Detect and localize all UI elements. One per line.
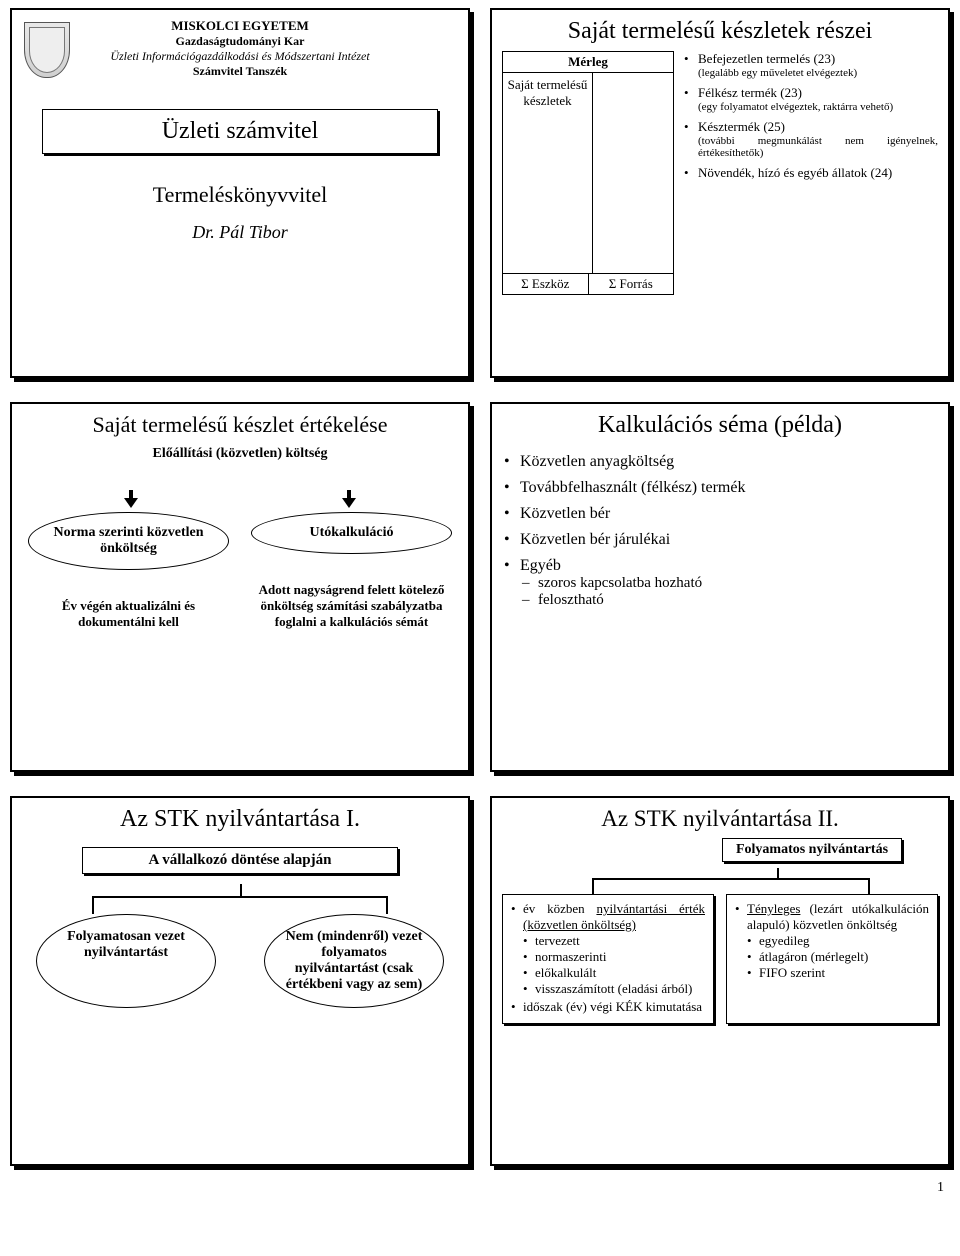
arrow-down-icon (342, 490, 356, 508)
university-crest-icon (24, 22, 70, 78)
list-subitem: visszaszámított (eladási árból) (523, 981, 705, 997)
list-subitem: felosztható (520, 592, 938, 609)
list-item: Befejezetlen termelés (23) (legalább egy… (684, 51, 938, 79)
slide4-list: Közvetlen anyagköltség Továbbfelhasznált… (502, 453, 938, 609)
slide2-list: Befejezetlen termelés (23) (legalább egy… (684, 51, 938, 187)
slide6-title: Az STK nyilvántartása II. (502, 806, 938, 832)
oval-utokalk: Utókalkuláció (251, 512, 452, 554)
department-name: Számvitel Tanszék (22, 64, 458, 79)
slide1-title-box: Üzleti számvitel (42, 109, 438, 154)
slide5-title: Az STK nyilvántartása I. (22, 806, 458, 833)
balance-left-col: Saját termelésű készletek (503, 73, 593, 273)
list-item: Továbbfelhasznált (félkész) termék (502, 479, 938, 497)
institute-name: Üzleti Információgazdálkodási és Módszer… (22, 49, 458, 64)
balance-foot-right: Σ Forrás (589, 274, 674, 294)
slide2-title: Saját termelésű készletek részei (502, 18, 938, 45)
arrow-down-icon (124, 490, 138, 508)
slide6-right-box: Tényleges (lezárt utókal­kuláción alapul… (726, 894, 938, 1024)
list-item: Késztermék (25) (további megmunkálást ne… (684, 119, 938, 159)
slide1-header: MISKOLCI EGYETEM Gazdaságtudományi Kar Ü… (22, 18, 458, 79)
page-number: 1 (10, 1180, 950, 1196)
slide1-title: Üzleti számvitel (53, 118, 427, 145)
balance-head: Mérleg (503, 52, 673, 73)
list-subitem: átlagáron (mérlegelt) (747, 949, 929, 965)
university-name: MISKOLCI EGYETEM (22, 18, 458, 34)
slide6-left-box: év közben nyilvántartási érték (közvetle… (502, 894, 714, 1024)
list-subitem: egyedileg (747, 933, 929, 949)
slide-1-title-slide: MISKOLCI EGYETEM Gazdaságtudományi Kar Ü… (10, 8, 470, 378)
slide-5-stk-i: Az STK nyilvántartása I. A vállalkozó dö… (10, 796, 470, 1166)
slide6-subtitle-box: Folyamatos nyilvántartás (722, 838, 902, 862)
slide-3-valuation: Saját termelésű készlet értékelése Előál… (10, 402, 470, 772)
list-subitem: előkalkulált (523, 965, 705, 981)
list-item: Közvetlen bér (502, 505, 938, 523)
list-item: Közvetlen bér járulékai (502, 531, 938, 549)
branch-connector-icon (92, 884, 388, 914)
list-subitem: normaszerinti (523, 949, 705, 965)
list-item: Egyéb szoros kapcsolatba hozható feloszt… (502, 557, 938, 609)
slide3-title: Saját termelésű készlet értékelése (22, 412, 458, 438)
list-item: időszak (év) végi KÉK kimutatása (511, 999, 705, 1015)
balance-right-col (593, 73, 673, 273)
slide4-title: Kalkulációs séma (példa) (502, 412, 938, 439)
slide-4-calc-schema: Kalkulációs séma (példa) Közvetlen anyag… (490, 402, 950, 772)
list-subitem: tervezett (523, 933, 705, 949)
faculty-name: Gazdaságtudományi Kar (22, 34, 458, 49)
slide-6-stk-ii: Az STK nyilvántartása II. Folyamatos nyi… (490, 796, 950, 1166)
slide1-subtitle: Termeléskönyvvitel (22, 182, 458, 208)
balance-sheet-diagram: Mérleg Saját termelésű készletek Σ Eszkö… (502, 51, 674, 295)
slide3-subtitle: Előállítási (közvetlen) költség (22, 446, 458, 462)
slide3-right-note: Adott nagyságrend felett kötelező önkölt… (251, 582, 452, 630)
list-item: Közvetlen anyagköltség (502, 453, 938, 471)
oval-not-continuous: Nem (mindenről) vezet folyamatos nyilván… (264, 914, 444, 1008)
oval-norma: Norma szerinti közvetlen önköltség (28, 512, 229, 570)
slide5-subtitle-box: A vállalkozó döntése alapján (82, 847, 398, 874)
slide1-author: Dr. Pál Tibor (22, 222, 458, 243)
list-subitem: FIFO szerint (747, 965, 929, 981)
list-item: Félkész termék (23) (egy folyamatot elvé… (684, 85, 938, 113)
slide-2-inventory-parts: Saját termelésű készletek részei Mérleg … (490, 8, 950, 378)
oval-continuous: Folyamatosan vezet nyilvántartást (36, 914, 216, 1008)
list-item: év közben nyilvántartási érték (közvetle… (511, 901, 705, 997)
branch-connector-icon (542, 868, 898, 894)
balance-foot-left: Σ Eszköz (503, 274, 589, 294)
slide3-left-note: Év végén aktualizálni és dokumentálni ke… (28, 598, 229, 630)
list-subitem: szoros kapcsolatba hozható (520, 575, 938, 592)
list-item: Tényleges (lezárt utókal­kuláción alapul… (735, 901, 929, 981)
list-item: Növendék, hízó és egyéb állatok (24) (684, 165, 938, 181)
